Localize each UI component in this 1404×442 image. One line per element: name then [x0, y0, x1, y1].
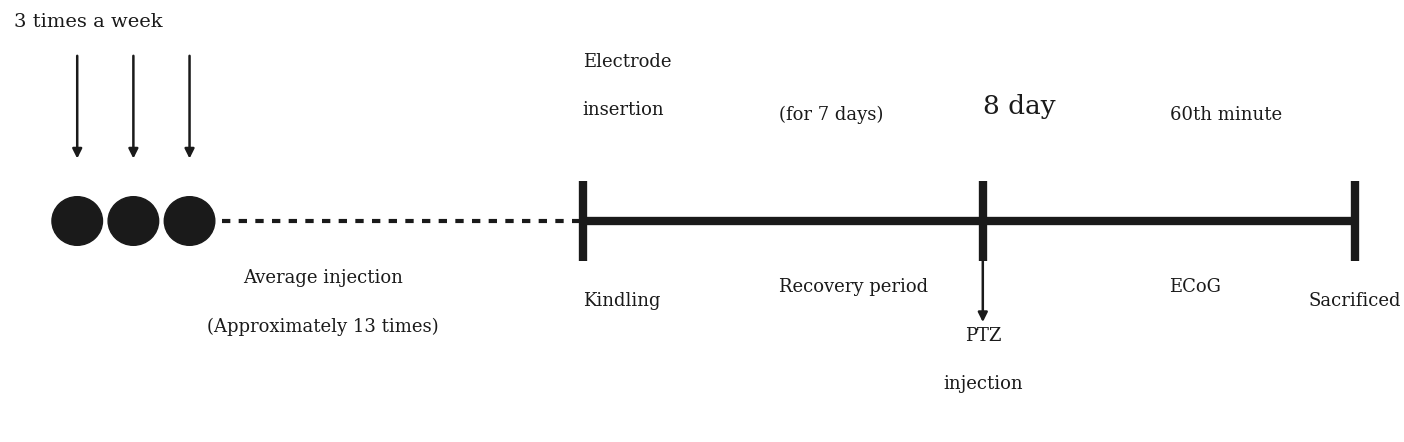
Text: Average injection: Average injection	[243, 269, 403, 287]
Text: Recovery period: Recovery period	[779, 278, 928, 297]
Text: 3 times a week: 3 times a week	[14, 13, 163, 31]
Text: Kindling: Kindling	[583, 292, 660, 310]
Ellipse shape	[164, 197, 215, 245]
Text: injection: injection	[943, 375, 1022, 393]
Text: (Approximately 13 times): (Approximately 13 times)	[208, 318, 438, 336]
Ellipse shape	[108, 197, 159, 245]
Text: 8 day: 8 day	[983, 94, 1056, 119]
Text: insertion: insertion	[583, 101, 664, 119]
Ellipse shape	[52, 197, 102, 245]
Text: 60th minute: 60th minute	[1170, 106, 1282, 124]
Text: (for 7 days): (for 7 days)	[779, 106, 883, 124]
Text: Sacrificed: Sacrificed	[1309, 292, 1401, 310]
Text: PTZ: PTZ	[965, 327, 1001, 345]
Text: Electrode: Electrode	[583, 53, 671, 71]
Text: ECoG: ECoG	[1170, 278, 1221, 297]
